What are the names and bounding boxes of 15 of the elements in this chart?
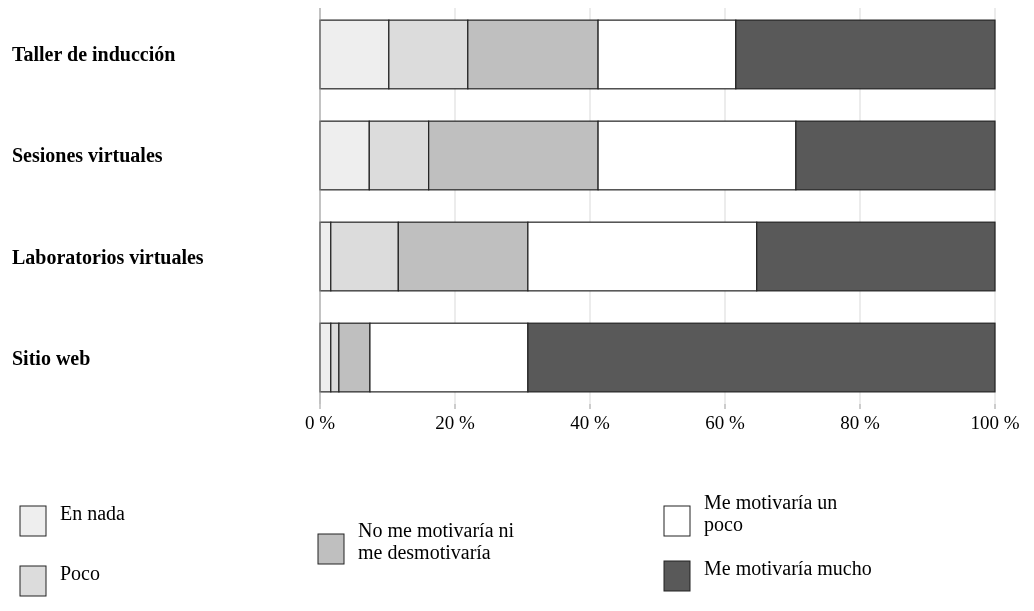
legend-label: En nada	[60, 502, 126, 524]
y-tick-label: Taller de inducción	[12, 43, 176, 66]
x-tick-label: 20 %	[435, 412, 475, 433]
legend-label: Me motivaría mucho	[704, 557, 872, 579]
x-tick-label: 80 %	[840, 412, 880, 433]
x-tick-label: 60 %	[705, 412, 745, 433]
x-tick-label: 100 %	[970, 412, 1020, 433]
legend-label: No me motivaría ni me desmotivaría	[358, 519, 515, 563]
x-tick-label: 40 %	[570, 412, 610, 433]
y-tick-label: Laboratorios virtuales	[12, 245, 204, 268]
y-tick-label: Sitio web	[12, 346, 91, 369]
y-tick-label: Sesiones virtuales	[12, 144, 163, 167]
legend-label: Poco	[60, 562, 100, 584]
legend-label: Me motivaría un poco	[704, 491, 838, 536]
x-tick-label: 0 %	[304, 412, 336, 433]
